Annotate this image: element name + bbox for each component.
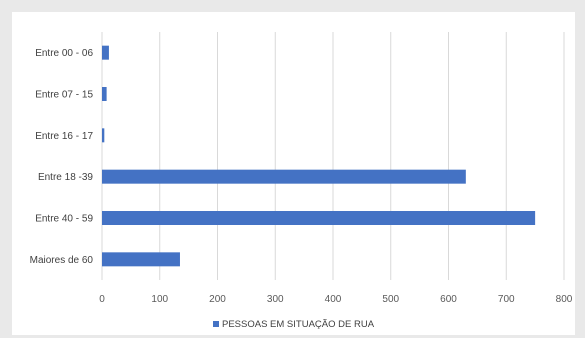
bar [102,211,536,225]
bar [102,45,109,60]
x-tick-label: 500 [382,294,399,305]
bar [102,87,107,101]
category-labels: Entre 00 - 06 Entre 07 - 15 Entre 16 - 17 E… [30,48,94,266]
x-tick-labels: 0 100 200 300 400 500 600 700 800 [99,294,573,305]
category-label: Entre 18 -39 [38,172,93,183]
x-tick-label: 100 [151,294,168,305]
x-tick-label: 800 [556,294,573,305]
x-tick-label: 200 [209,294,226,305]
category-label: Entre 40 - 59 [35,214,93,225]
bars [102,45,536,267]
legend-swatch [213,321,219,327]
grid-lines [101,32,565,280]
category-label: Entre 16 - 17 [35,131,93,142]
chart-frame: Entre 00 - 06 Entre 07 - 15 Entre 16 - 17 E… [12,12,575,335]
x-tick-label: 700 [498,294,515,305]
x-tick-label: 0 [99,294,105,305]
x-tick-label: 300 [267,294,284,305]
bar [102,128,105,143]
legend-label: PESSOAS EM SITUAÇÃO DE RUA [222,319,375,330]
category-label: Entre 00 - 06 [35,48,93,59]
category-label: Entre 07 - 15 [35,90,93,101]
legend: PESSOAS EM SITUAÇÃO DE RUA [213,319,375,330]
x-tick-label: 600 [440,294,457,305]
x-tick-label: 400 [325,294,342,305]
bar [102,169,466,184]
category-label: Maiores de 60 [30,255,94,266]
bar-chart: Entre 00 - 06 Entre 07 - 15 Entre 16 - 17 E… [30,32,573,330]
bar [102,252,180,267]
